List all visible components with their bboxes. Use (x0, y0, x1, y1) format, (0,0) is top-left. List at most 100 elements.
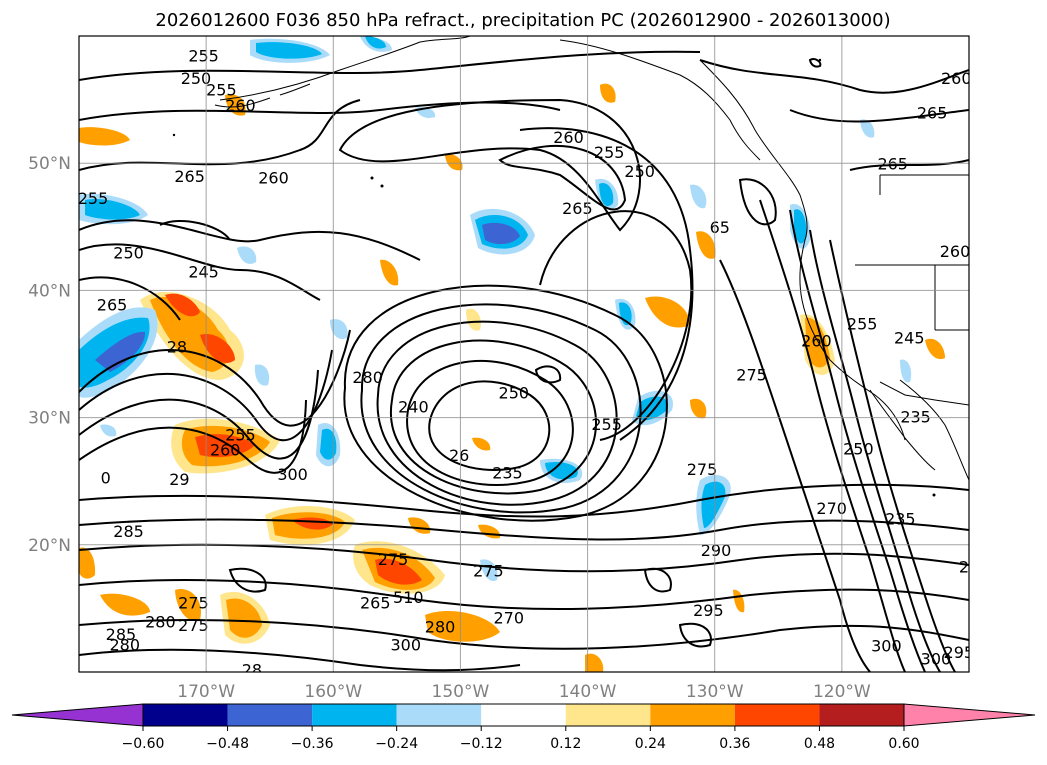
contour-label: 280 (425, 617, 456, 636)
contour-line (79, 399, 307, 474)
contour-label: 265 (877, 154, 908, 173)
precip-area-positive (805, 317, 830, 368)
contour-label: 275 (178, 616, 209, 635)
contour-label: 280 (145, 612, 176, 631)
contour-label: 275 (736, 366, 767, 385)
map-title: 2026012600 F036 850 hPa refract., precip… (155, 10, 890, 31)
coastline-alaska-peninsula (219, 36, 471, 101)
contour-label: 300 (921, 649, 952, 668)
coastline-us-west (799, 239, 906, 441)
contour-line (338, 98, 641, 232)
latitude-label: 30°N (28, 409, 71, 429)
contour-line (809, 229, 941, 672)
contour-label: 255 (188, 46, 219, 65)
contour-label: 250 (113, 244, 144, 263)
colorbar-extend-low (11, 703, 144, 727)
precip-area-negative (690, 184, 707, 209)
contour-label: 290 (701, 541, 732, 560)
contour-label: 270 (493, 609, 524, 628)
longitude-labels: 170°W 160°W 150°W 140°W 130°W 120°W (177, 682, 871, 702)
contour-label: 260 (258, 168, 289, 187)
precip-area-positive (585, 653, 604, 672)
precip-area-negative (482, 222, 520, 245)
colorbar-tick-label: −0.36 (291, 736, 334, 752)
contour-line (789, 109, 969, 123)
precip-area-positive (645, 296, 690, 328)
contour-line (808, 58, 822, 68)
colorbar-segment (565, 704, 651, 726)
contour-label: 29 (169, 470, 189, 489)
coastline-gulf-of-alaska (559, 39, 761, 161)
contour-label: 275 (473, 562, 504, 581)
contour-line (79, 243, 321, 301)
contour-line (406, 359, 574, 486)
contour-line (79, 99, 361, 171)
contour-label: 270 (816, 499, 847, 518)
contour-line (519, 127, 694, 441)
precip-area-positive (696, 231, 716, 259)
precip-area-positive (175, 589, 201, 621)
precip-area-positive (375, 558, 422, 585)
contour-label: 265 (174, 167, 205, 186)
contour-label: 265 (360, 593, 391, 612)
contour-label: 28 (242, 661, 262, 680)
contour-line (643, 567, 672, 593)
precip-area-negative (701, 481, 726, 528)
precip-area-negative (237, 246, 257, 264)
colorbar-tick-label: −0.48 (206, 736, 249, 752)
precip-area-negative (365, 36, 386, 49)
longitude-label: 160°W (304, 682, 362, 702)
precip-area-positive (100, 593, 150, 616)
contour-label: 275 (178, 593, 209, 612)
colorbar-extend-high (903, 703, 1036, 727)
island-dot (932, 493, 936, 497)
colorbar-tick-label: 0.12 (550, 736, 581, 752)
precip-area-positive (165, 293, 200, 317)
contour-line (738, 178, 777, 226)
precip-area-positive (150, 296, 230, 372)
contour-label: 295 (944, 643, 975, 662)
contour-label: 265 (562, 199, 593, 218)
precip-area-negative (85, 199, 140, 220)
contour-label: 295 (693, 601, 724, 620)
colorbar-frame (142, 703, 905, 727)
contour-label: 255 (594, 143, 625, 162)
latitude-label: 40°N (28, 281, 71, 301)
contour-label: 510 (393, 588, 424, 607)
contour-label: 260 (940, 242, 971, 261)
precip-area-positive (200, 334, 235, 363)
precip-area-negative (900, 359, 912, 383)
contour-line (79, 518, 969, 541)
contour-line (849, 159, 969, 171)
island-dot (818, 58, 822, 62)
precip-area-negative (100, 424, 117, 437)
coastline-bc (699, 59, 808, 241)
contour-label: 250 (181, 69, 212, 88)
precip-area-positive (195, 434, 255, 458)
contour-label: 255 (225, 425, 256, 444)
contour-line (228, 567, 267, 593)
longitude-label: 150°W (432, 682, 490, 702)
colorbar-tick-label: 0.48 (804, 736, 835, 752)
contour-line (789, 209, 926, 672)
contour-label: 265 (97, 296, 128, 315)
contour-label: 235 (492, 464, 523, 483)
coastline-mexico (899, 379, 969, 481)
contour-label: 300 (390, 635, 421, 654)
precip-area-positive (226, 598, 262, 638)
contour-label: 245 (894, 329, 925, 348)
contour-line (79, 219, 421, 261)
contour-line (428, 380, 551, 471)
colorbar-segment (227, 704, 313, 726)
precip-area-positive (466, 308, 481, 331)
contour-label: 255 (591, 415, 622, 434)
longitude-label: 170°W (177, 682, 235, 702)
longitude-label: 120°W (813, 682, 871, 702)
latitude-labels: 50°N 40°N 30°N 20°N (28, 154, 71, 556)
colorbar-tick-label: 0.36 (719, 736, 750, 752)
contour-line (719, 259, 871, 672)
colorbar-segment (650, 704, 735, 726)
precip-area-positive (925, 338, 945, 360)
